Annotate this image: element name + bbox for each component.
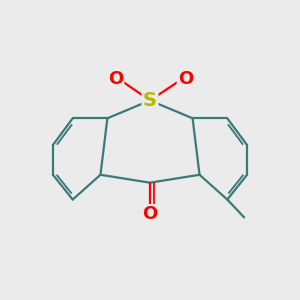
Text: O: O: [178, 70, 193, 88]
Text: O: O: [142, 206, 158, 224]
Text: O: O: [108, 70, 123, 88]
Text: S: S: [143, 91, 157, 110]
